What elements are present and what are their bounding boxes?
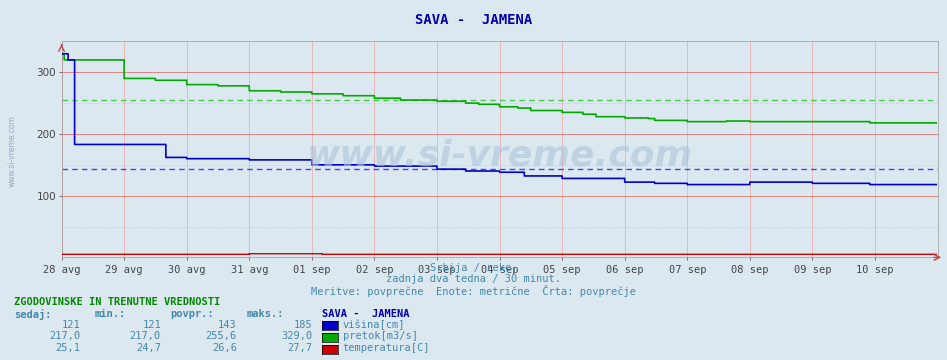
Text: temperatura[C]: temperatura[C] <box>343 343 430 353</box>
Text: 26,6: 26,6 <box>212 343 237 353</box>
Text: Srbija / reke.: Srbija / reke. <box>430 263 517 273</box>
Text: 121: 121 <box>142 320 161 330</box>
Text: 25,1: 25,1 <box>56 343 80 353</box>
Text: 185: 185 <box>294 320 313 330</box>
Text: 143: 143 <box>218 320 237 330</box>
Text: www.si-vreme.com: www.si-vreme.com <box>8 115 17 187</box>
Text: 217,0: 217,0 <box>49 331 80 341</box>
Text: SAVA -  JAMENA: SAVA - JAMENA <box>415 13 532 27</box>
Text: zadnja dva tedna / 30 minut.: zadnja dva tedna / 30 minut. <box>386 274 561 284</box>
Text: višina[cm]: višina[cm] <box>343 320 405 330</box>
Text: povpr.:: povpr.: <box>170 309 214 319</box>
Text: pretok[m3/s]: pretok[m3/s] <box>343 331 418 341</box>
Text: Meritve: povprečne  Enote: metrične  Črta: povprečje: Meritve: povprečne Enote: metrične Črta:… <box>311 285 636 297</box>
Text: 217,0: 217,0 <box>130 331 161 341</box>
Text: ZGODOVINSKE IN TRENUTNE VREDNOSTI: ZGODOVINSKE IN TRENUTNE VREDNOSTI <box>14 297 221 307</box>
Text: SAVA -  JAMENA: SAVA - JAMENA <box>322 309 409 319</box>
Text: 329,0: 329,0 <box>281 331 313 341</box>
Text: 24,7: 24,7 <box>136 343 161 353</box>
Text: 121: 121 <box>62 320 80 330</box>
Text: www.si-vreme.com: www.si-vreme.com <box>307 139 692 173</box>
Text: 255,6: 255,6 <box>205 331 237 341</box>
Text: 27,7: 27,7 <box>288 343 313 353</box>
Text: maks.:: maks.: <box>246 309 284 319</box>
Text: min.:: min.: <box>95 309 126 319</box>
Text: sedaj:: sedaj: <box>14 309 52 320</box>
